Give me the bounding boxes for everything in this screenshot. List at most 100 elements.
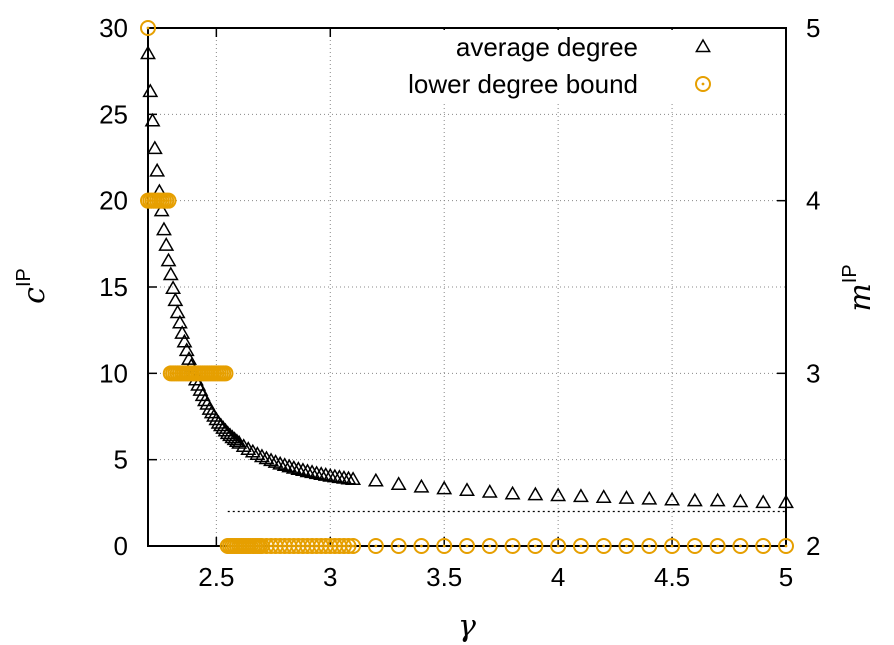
y-left-label-base: c bbox=[17, 287, 52, 304]
marker-dot bbox=[533, 544, 537, 548]
marker-dot bbox=[420, 544, 423, 548]
legend-marker-lower-degree-bound bbox=[695, 76, 711, 92]
data-point-lower-degree-bound bbox=[664, 538, 681, 554]
y-left-axis-label: cIP bbox=[13, 268, 52, 304]
data-point-average-degree bbox=[294, 462, 311, 477]
data-point-average-degree bbox=[158, 237, 175, 251]
data-point-lower-degree-bound bbox=[335, 538, 352, 554]
svg-text:mIP: mIP bbox=[839, 264, 878, 311]
y-left-tick-label: 10 bbox=[99, 358, 128, 388]
marker-dot bbox=[511, 544, 514, 548]
marker-ring bbox=[413, 538, 430, 554]
marker-dot bbox=[310, 544, 314, 548]
data-point-average-degree bbox=[160, 252, 177, 267]
y-right-label-base: m bbox=[843, 283, 878, 311]
marker-dot bbox=[647, 544, 651, 548]
marker-dot bbox=[301, 544, 305, 548]
marker-ring bbox=[709, 538, 726, 554]
data-point-average-degree bbox=[142, 83, 159, 98]
marker-ring bbox=[217, 365, 234, 382]
marker-dot bbox=[164, 199, 168, 203]
y-left-tick-label: 5 bbox=[114, 445, 128, 475]
marker-dot bbox=[347, 544, 350, 548]
data-point-average-degree bbox=[436, 480, 453, 495]
data-point-lower-degree-bound bbox=[140, 20, 156, 36]
marker-ring bbox=[732, 538, 749, 554]
marker-dot bbox=[274, 544, 277, 548]
data-point-average-degree bbox=[709, 492, 726, 507]
y-right-axis-label: mIP bbox=[839, 264, 878, 311]
x-tick-label: 2.5 bbox=[198, 562, 234, 592]
data-point-average-degree bbox=[317, 467, 334, 481]
marker-ring bbox=[459, 538, 475, 554]
x-tick-label: 3 bbox=[323, 562, 337, 592]
legend-triangle-marker bbox=[695, 38, 711, 53]
data-point-average-degree bbox=[169, 304, 186, 319]
marker-dot bbox=[162, 199, 166, 203]
data-point-average-degree bbox=[459, 482, 475, 497]
legend-background bbox=[340, 30, 740, 102]
data-point-average-degree bbox=[258, 450, 275, 465]
data-point-average-degree bbox=[276, 457, 293, 472]
marker-dot bbox=[283, 544, 287, 548]
marker-dot bbox=[265, 544, 268, 548]
data-point-average-degree bbox=[308, 465, 325, 480]
data-point-lower-degree-bound bbox=[572, 538, 589, 554]
y-right-tick-label: 4 bbox=[806, 186, 820, 216]
data-point-average-degree bbox=[272, 455, 289, 470]
marker-dot bbox=[306, 544, 309, 548]
data-point-lower-degree-bound bbox=[686, 538, 703, 554]
marker-dot bbox=[442, 544, 446, 548]
data-point-lower-degree-bound bbox=[340, 538, 357, 554]
y-left-tick-label: 30 bbox=[99, 13, 128, 43]
data-point-lower-degree-bound bbox=[732, 538, 749, 554]
marker-dot bbox=[701, 82, 705, 86]
marker-ring bbox=[695, 76, 711, 92]
data-point-average-degree bbox=[178, 342, 195, 357]
marker-dot bbox=[333, 544, 337, 548]
y-right-tick-labels: 2 3 4 5 bbox=[806, 13, 820, 561]
data-point-average-degree bbox=[313, 466, 330, 480]
data-point-average-degree bbox=[281, 458, 298, 473]
data-point-lower-degree-bound bbox=[709, 538, 726, 554]
marker-dot bbox=[625, 544, 628, 548]
marker-dot bbox=[287, 544, 291, 548]
data-point-average-degree bbox=[732, 493, 749, 508]
marker-dot bbox=[670, 544, 674, 548]
series-lower-degree-bound bbox=[140, 20, 794, 554]
data-point-average-degree bbox=[504, 485, 521, 500]
data-point-lower-degree-bound bbox=[527, 538, 544, 554]
marker-ring bbox=[618, 538, 635, 554]
data-point-lower-degree-bound bbox=[390, 538, 407, 554]
data-point-average-degree bbox=[162, 266, 179, 281]
data-point-lower-degree-bound bbox=[550, 538, 567, 554]
x-tick-label: 5 bbox=[779, 562, 793, 592]
data-point-average-degree bbox=[149, 162, 166, 177]
marker-ring bbox=[641, 538, 658, 554]
marker-dot bbox=[351, 544, 355, 548]
marker-ring bbox=[160, 192, 177, 209]
marker-dot bbox=[319, 544, 323, 548]
grid bbox=[148, 28, 786, 546]
marker-ring bbox=[504, 538, 521, 554]
y-left-tick-label: 0 bbox=[114, 531, 128, 561]
marker-dot bbox=[278, 544, 282, 548]
data-point-lower-degree-bound bbox=[641, 538, 658, 554]
data-point-lower-degree-bound bbox=[755, 538, 772, 554]
marker-dot bbox=[488, 544, 492, 548]
marker-dot bbox=[397, 544, 401, 548]
data-point-average-degree bbox=[641, 490, 658, 505]
marker-dot bbox=[296, 544, 300, 548]
marker-ring bbox=[595, 538, 612, 554]
marker-dot bbox=[784, 544, 788, 548]
marker-dot bbox=[556, 544, 560, 548]
marker-dot bbox=[693, 544, 697, 548]
y-left-tick-label: 20 bbox=[99, 186, 128, 216]
data-point-average-degree bbox=[595, 489, 612, 503]
y-left-tick-labels: 0 5 10 15 20 25 30 bbox=[99, 13, 128, 561]
y-right-tick-label: 5 bbox=[806, 13, 820, 43]
marker-dot bbox=[224, 371, 227, 375]
data-point-average-degree bbox=[686, 492, 703, 507]
x-tick-label: 4 bbox=[551, 562, 565, 592]
data-point-average-degree bbox=[267, 454, 284, 468]
